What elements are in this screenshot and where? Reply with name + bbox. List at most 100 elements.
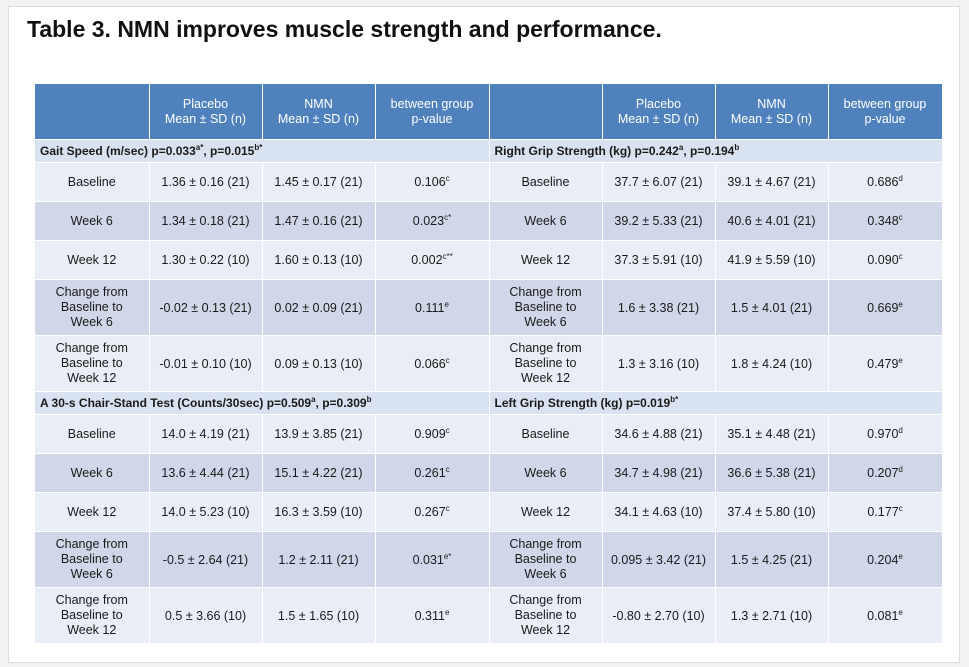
table-row: Baseline 14.0 ± 4.19 (21) 13.9 ± 3.85 (2… (35, 414, 943, 454)
results-table: Placebo Mean ± SD (n) NMN Mean ± SD (n) be… (35, 84, 943, 644)
p-value-cell: 0.031e* (375, 531, 490, 588)
row-label: Week 12 (35, 240, 150, 280)
nmn-cell: 16.3 ± 3.59 (10) (262, 492, 376, 532)
nmn-cell: 1.8 ± 4.24 (10) (715, 335, 829, 392)
row-label: Change from Baseline to Week 12 (489, 335, 603, 392)
table-title: Table 3. NMN improves muscle strength an… (27, 16, 662, 42)
nmn-cell: 15.1 ± 4.22 (21) (262, 453, 376, 493)
nmn-cell: 1.60 ± 0.13 (10) (262, 240, 376, 280)
header-blank-right (489, 84, 603, 140)
row-label: Week 12 (35, 492, 150, 532)
nmn-cell: 1.3 ± 2.71 (10) (715, 587, 829, 644)
table-row: Change from Baseline to Week 12 -0.01 ± 0.… (35, 335, 943, 392)
section-title-chair-stand: A 30-s Chair-Stand Test (Counts/30sec) p… (35, 391, 490, 415)
placebo-cell: 37.7 ± 6.07 (21) (602, 162, 716, 202)
nmn-cell: 1.5 ± 4.25 (21) (715, 531, 829, 588)
row-label: Week 6 (489, 453, 603, 493)
p-value-cell: 0.479e (828, 335, 943, 392)
placebo-cell: -0.80 ± 2.70 (10) (602, 587, 716, 644)
table-row: Week 12 14.0 ± 5.23 (10) 16.3 ± 3.59 (10… (35, 492, 943, 532)
nmn-cell: 13.9 ± 3.85 (21) (262, 414, 376, 454)
p-value-cell: 0.311e (375, 587, 490, 644)
p-value-cell: 0.023c* (375, 201, 490, 241)
row-label: Week 6 (35, 201, 150, 241)
p-value-cell: 0.002c** (375, 240, 490, 280)
row-label: Change from Baseline to Week 12 (35, 335, 150, 392)
p-value-cell: 0.204e (828, 531, 943, 588)
placebo-cell: 1.36 ± 0.16 (21) (149, 162, 263, 202)
table-row: Week 6 13.6 ± 4.44 (21) 15.1 ± 4.22 (21)… (35, 453, 943, 493)
section-title-gait-speed: Gait Speed (m/sec) p=0.033a*, p=0.015b* (35, 139, 490, 163)
placebo-cell: -0.02 ± 0.13 (21) (149, 279, 263, 336)
placebo-cell: 39.2 ± 5.33 (21) (602, 201, 716, 241)
header-pvalue-right: between group p-value (828, 84, 943, 140)
placebo-cell: 34.1 ± 4.63 (10) (602, 492, 716, 532)
row-label: Change from Baseline to Week 6 (489, 531, 603, 588)
table-row: Change from Baseline to Week 6 -0.02 ± 0.1… (35, 279, 943, 336)
placebo-cell: 37.3 ± 5.91 (10) (602, 240, 716, 280)
placebo-cell: 0.5 ± 3.66 (10) (149, 587, 263, 644)
header-nmn-left: NMN Mean ± SD (n) (262, 84, 376, 140)
row-label: Week 12 (489, 492, 603, 532)
placebo-cell: 1.6 ± 3.38 (21) (602, 279, 716, 336)
section-header-row: A 30-s Chair-Stand Test (Counts/30sec) p… (35, 391, 943, 415)
placebo-cell: -0.01 ± 0.10 (10) (149, 335, 263, 392)
nmn-cell: 1.5 ± 4.01 (21) (715, 279, 829, 336)
section-header-row: Gait Speed (m/sec) p=0.033a*, p=0.015b* … (35, 139, 943, 163)
nmn-cell: 41.9 ± 5.59 (10) (715, 240, 829, 280)
placebo-cell: 14.0 ± 4.19 (21) (149, 414, 263, 454)
header-placebo-left: Placebo Mean ± SD (n) (149, 84, 263, 140)
nmn-cell: 0.09 ± 0.13 (10) (262, 335, 376, 392)
section-title-right-grip: Right Grip Strength (kg) p=0.242a, p=0.1… (489, 139, 943, 163)
p-value-cell: 0.066c (375, 335, 490, 392)
header-placebo-right: Placebo Mean ± SD (n) (602, 84, 716, 140)
table-row: Week 6 1.34 ± 0.18 (21) 1.47 ± 0.16 (21)… (35, 201, 943, 241)
header-pvalue-left: between group p-value (375, 84, 490, 140)
p-value-cell: 0.177c (828, 492, 943, 532)
p-value-cell: 0.081e (828, 587, 943, 644)
table-row: Change from Baseline to Week 12 0.5 ± 3.66… (35, 587, 943, 644)
row-label: Week 6 (35, 453, 150, 493)
row-label: Baseline (35, 162, 150, 202)
nmn-cell: 39.1 ± 4.67 (21) (715, 162, 829, 202)
p-value-cell: 0.348c (828, 201, 943, 241)
header-blank-left (35, 84, 150, 140)
p-value-cell: 0.207d (828, 453, 943, 493)
nmn-cell: 1.5 ± 1.65 (10) (262, 587, 376, 644)
placebo-cell: 1.3 ± 3.16 (10) (602, 335, 716, 392)
p-value-cell: 0.909c (375, 414, 490, 454)
row-label: Change from Baseline to Week 6 (35, 279, 150, 336)
row-label: Change from Baseline to Week 12 (35, 587, 150, 644)
nmn-cell: 37.4 ± 5.80 (10) (715, 492, 829, 532)
row-label: Baseline (489, 414, 603, 454)
nmn-cell: 35.1 ± 4.48 (21) (715, 414, 829, 454)
p-value-cell: 0.669e (828, 279, 943, 336)
nmn-cell: 0.02 ± 0.09 (21) (262, 279, 376, 336)
nmn-cell: 1.2 ± 2.11 (21) (262, 531, 376, 588)
header-row: Placebo Mean ± SD (n) NMN Mean ± SD (n) be… (35, 84, 943, 140)
row-label: Change from Baseline to Week 6 (35, 531, 150, 588)
placebo-cell: 0.095 ± 3.42 (21) (602, 531, 716, 588)
header-nmn-right: NMN Mean ± SD (n) (715, 84, 829, 140)
table-row: Baseline 1.36 ± 0.16 (21) 1.45 ± 0.17 (2… (35, 162, 943, 202)
p-value-cell: 0.970d (828, 414, 943, 454)
placebo-cell: 34.6 ± 4.88 (21) (602, 414, 716, 454)
placebo-cell: -0.5 ± 2.64 (21) (149, 531, 263, 588)
row-label: Week 6 (489, 201, 603, 241)
row-label: Change from Baseline to Week 6 (489, 279, 603, 336)
nmn-cell: 36.6 ± 5.38 (21) (715, 453, 829, 493)
placebo-cell: 14.0 ± 5.23 (10) (149, 492, 263, 532)
nmn-cell: 1.45 ± 0.17 (21) (262, 162, 376, 202)
row-label: Baseline (35, 414, 150, 454)
p-value-cell: 0.686d (828, 162, 943, 202)
row-label: Change from Baseline to Week 12 (489, 587, 603, 644)
p-value-cell: 0.267c (375, 492, 490, 532)
p-value-cell: 0.111e (375, 279, 490, 336)
placebo-cell: 34.7 ± 4.98 (21) (602, 453, 716, 493)
section-title-left-grip: Left Grip Strength (kg) p=0.019b* (489, 391, 943, 415)
p-value-cell: 0.261c (375, 453, 490, 493)
nmn-cell: 40.6 ± 4.01 (21) (715, 201, 829, 241)
nmn-cell: 1.47 ± 0.16 (21) (262, 201, 376, 241)
p-value-cell: 0.106c (375, 162, 490, 202)
placebo-cell: 1.34 ± 0.18 (21) (149, 201, 263, 241)
